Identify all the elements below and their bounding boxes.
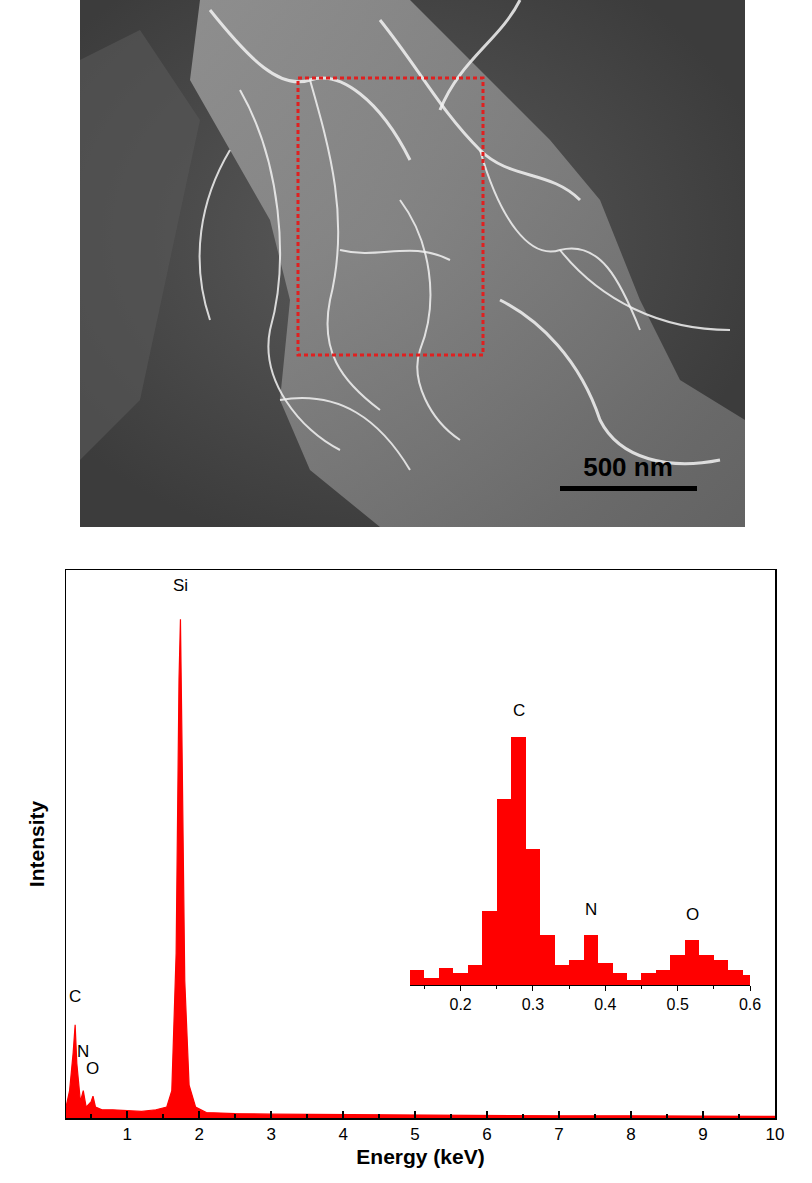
svg-text:0.6: 0.6 [739,996,761,1013]
svg-text:C: C [69,987,81,1006]
svg-text:500 nm: 500 nm [583,452,673,482]
svg-text:5: 5 [410,1125,419,1144]
svg-text:C: C [513,701,525,720]
svg-text:O: O [86,1059,99,1078]
svg-text:N: N [77,1042,89,1061]
svg-text:0.2: 0.2 [450,996,472,1013]
svg-text:0.4: 0.4 [594,996,616,1013]
svg-text:Intensity: Intensity [25,801,48,888]
svg-text:10: 10 [766,1125,785,1144]
svg-text:2: 2 [194,1125,203,1144]
svg-text:0.5: 0.5 [667,996,689,1013]
svg-text:Energy (keV): Energy (keV) [356,1145,484,1168]
svg-text:3: 3 [266,1125,275,1144]
svg-text:N: N [585,900,597,919]
svg-text:4: 4 [338,1125,347,1144]
svg-text:Si: Si [173,576,188,595]
svg-text:0.3: 0.3 [522,996,544,1013]
svg-text:7: 7 [554,1125,563,1144]
svg-text:1: 1 [122,1125,131,1144]
svg-text:6: 6 [482,1125,491,1144]
svg-text:9: 9 [698,1125,707,1144]
svg-text:8: 8 [626,1125,635,1144]
svg-text:O: O [686,905,699,924]
